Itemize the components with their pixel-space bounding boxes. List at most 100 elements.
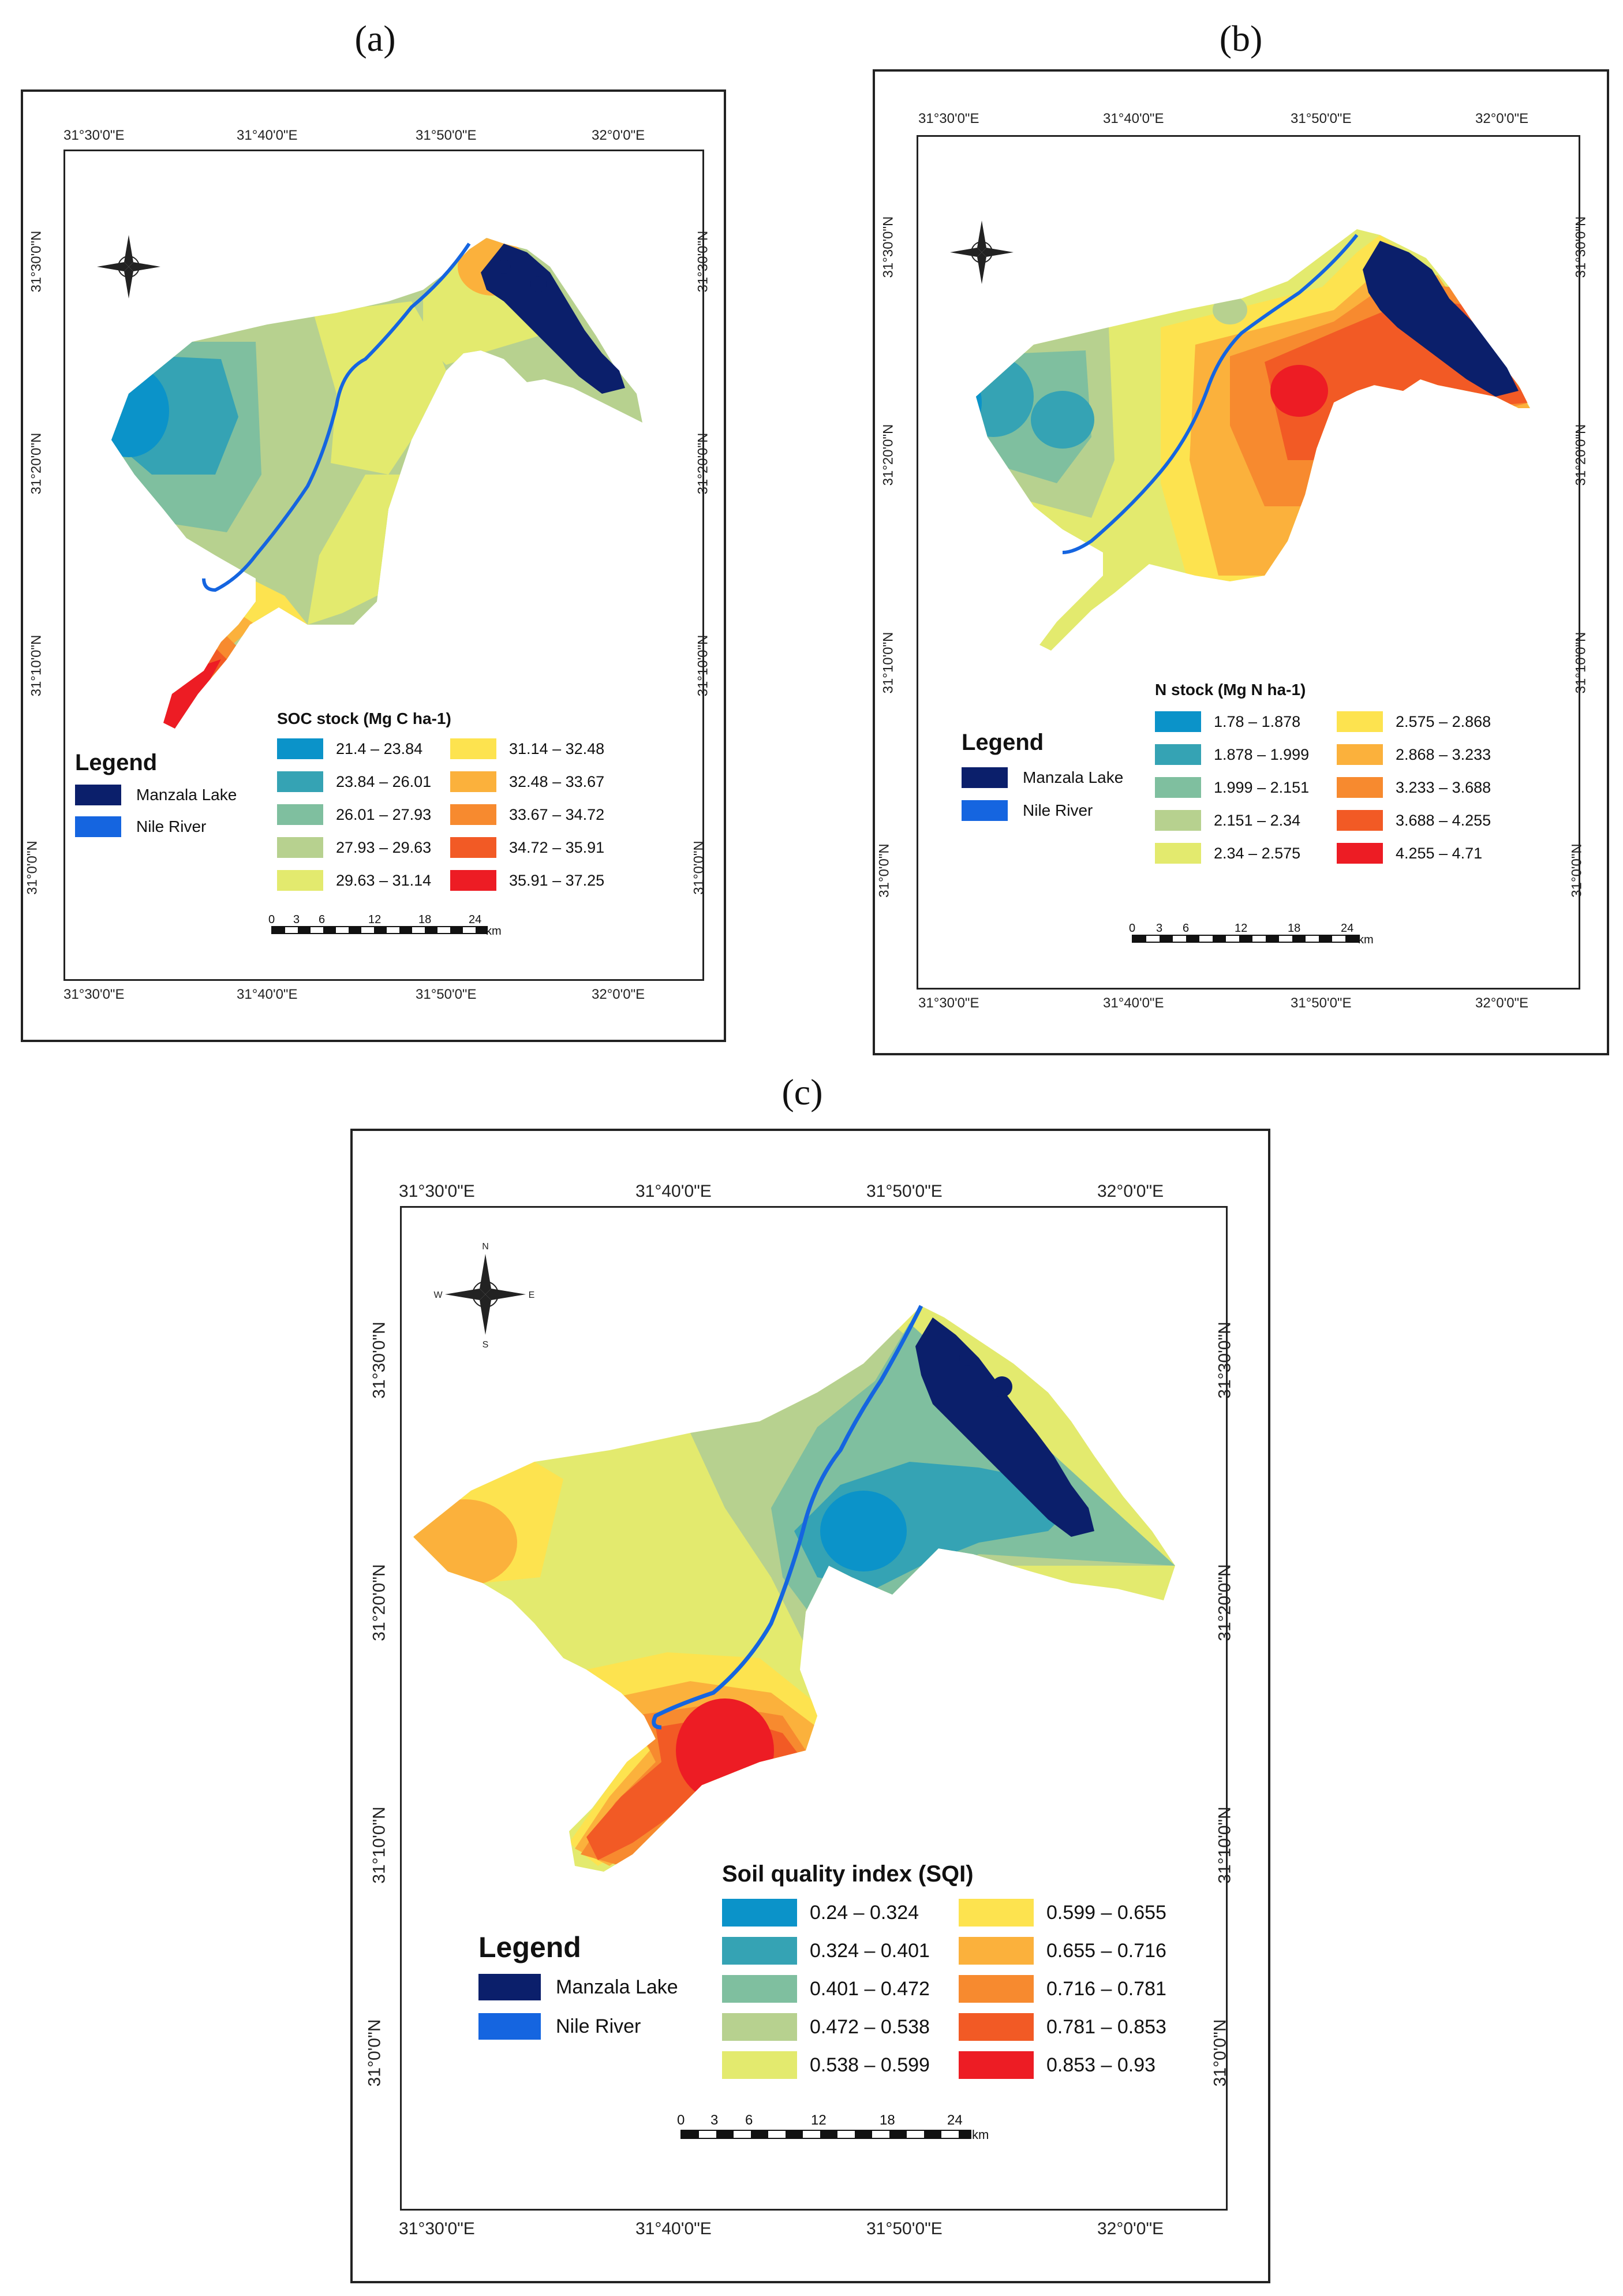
c-top-lon-1: 31°30'0"E [399, 1182, 475, 1201]
b-class-2: 1.878 – 1.999 [1155, 744, 1309, 765]
compass-icon [97, 235, 160, 298]
b-legend-lake: Manzala Lake [962, 767, 1123, 788]
c-class-3: 0.401 – 0.472 [722, 1975, 930, 2003]
panel-c-map-frame: N E S W [400, 1206, 1228, 2211]
a-legend-lake: Manzala Lake [75, 785, 237, 805]
a-lat-left-1: 31°30'0"N [28, 230, 44, 293]
b-lat-left-3: 31°10'0"N [880, 632, 896, 694]
b-class-3: 1.999 – 2.151 [1155, 777, 1309, 798]
c-class-7: 0.655 – 0.716 [959, 1937, 1166, 1965]
b-bottom-lon-1: 31°30'0"E [918, 995, 979, 1011]
compass-icon [950, 221, 1014, 284]
a-lat-left-4: 31°0'0"N [24, 841, 40, 895]
c-class-9: 0.781 – 0.853 [959, 2013, 1166, 2041]
b-scale-bar: 0 3 6 12 18 24 km [1129, 922, 1374, 946]
a-class-3: 26.01 – 27.93 [277, 804, 431, 825]
b-class-6: 2.575 – 2.868 [1337, 711, 1491, 732]
a-lat-right-3: 31°10'0"N [695, 634, 711, 697]
b-top-lon-4: 32°0'0"E [1475, 111, 1529, 126]
c-legend-lake: Manzala Lake [478, 1974, 678, 2000]
a-bottom-lon-3: 31°50'0"E [416, 987, 477, 1002]
c-bottom-lon-2: 31°40'0"E [635, 2219, 712, 2238]
c-lat-right-1: 31°30'0"N [1215, 1321, 1235, 1399]
a-class-2: 23.84 – 26.01 [277, 771, 431, 792]
a-class-10: 35.91 – 37.25 [450, 870, 604, 891]
b-class-1: 1.78 – 1.878 [1155, 711, 1300, 732]
b-lat-right-2: 31°20'0"N [1573, 424, 1589, 486]
a-legend-river: Nile River [75, 816, 206, 837]
panel-b-frame: 31°30'0"E 31°40'0"E 31°50'0"E 32°0'0"E 3… [873, 69, 1609, 1055]
a-class-8: 33.67 – 34.72 [450, 804, 604, 825]
b-lat-left-4: 31°0'0"N [876, 843, 892, 898]
c-class-8: 0.716 – 0.781 [959, 1975, 1166, 2003]
b-class-4: 2.151 – 2.34 [1155, 810, 1300, 831]
b-class-7: 2.868 – 3.233 [1337, 744, 1491, 765]
b-class-9: 3.688 – 4.255 [1337, 810, 1491, 831]
panel-b-map-frame [917, 135, 1580, 990]
panel-c-frame: N E S W 31°30'0"E 31°40'0"E 31°50'0"E 32… [350, 1129, 1270, 2283]
c-lat-left-2: 31°20'0"N [369, 1564, 389, 1641]
a-lat-right-1: 31°30'0"N [695, 230, 711, 293]
panel-a-label: (a) [354, 18, 396, 59]
compass-n: N [482, 1242, 489, 1252]
c-top-lon-4: 32°0'0"E [1097, 1182, 1164, 1201]
b-top-lon-1: 31°30'0"E [918, 111, 979, 126]
c-class-6: 0.599 – 0.655 [959, 1899, 1166, 1927]
c-lat-right-4: 31°0'0"N [1210, 2019, 1230, 2087]
c-class-1: 0.24 – 0.324 [722, 1899, 919, 1927]
c-class-2: 0.324 – 0.401 [722, 1937, 930, 1965]
panel-c-map: N E S W [413, 1242, 1175, 1872]
a-bottom-lon-1: 31°30'0"E [63, 987, 125, 1002]
b-bottom-lon-2: 31°40'0"E [1103, 995, 1164, 1011]
a-class-4: 27.93 – 29.63 [277, 837, 431, 858]
c-class-5: 0.538 – 0.599 [722, 2051, 930, 2079]
b-class-10: 4.255 – 4.71 [1337, 843, 1482, 864]
c-top-lon-2: 31°40'0"E [635, 1182, 712, 1201]
a-bottom-lon-4: 32°0'0"E [592, 987, 645, 1002]
c-legend-title: Legend [478, 1931, 581, 1963]
b-lat-right-1: 31°30'0"N [1573, 216, 1589, 278]
panel-a-frame: 31°30'0"E 31°40'0"E 31°50'0"E 32°0'0"E 3… [21, 89, 726, 1042]
c-scale-bar: 0 3 6 12 18 24 km [677, 2112, 989, 2142]
b-top-lon-3: 31°50'0"E [1291, 111, 1352, 126]
a-class-9: 34.72 – 35.91 [450, 837, 604, 858]
b-top-lon-2: 31°40'0"E [1103, 111, 1164, 126]
c-lat-right-2: 31°20'0"N [1215, 1564, 1235, 1641]
c-lat-right-3: 31°10'0"N [1215, 1806, 1235, 1884]
b-lat-right-3: 31°10'0"N [1573, 632, 1589, 694]
a-class-title: SOC stock (Mg C ha-1) [277, 710, 451, 727]
compass-w: W [433, 1290, 443, 1300]
b-lat-left-2: 31°20'0"N [880, 424, 896, 486]
a-legend-title: Legend [75, 750, 158, 775]
b-class-8: 3.233 – 3.688 [1337, 777, 1491, 798]
panel-c-label: (c) [781, 1072, 823, 1112]
a-scale-bar: 0 3 6 12 18 24 km [268, 913, 502, 938]
compass-icon: N E S W [433, 1242, 534, 1350]
b-legend-title: Legend [962, 730, 1044, 755]
b-lat-right-4: 31°0'0"N [1569, 843, 1585, 898]
a-top-lon-2: 31°40'0"E [237, 128, 298, 143]
b-bottom-lon-4: 32°0'0"E [1475, 995, 1529, 1011]
b-lat-left-1: 31°30'0"N [880, 216, 896, 278]
a-class-6: 31.14 – 32.48 [450, 738, 604, 759]
panel-a-map-frame [63, 150, 704, 981]
a-class-5: 29.63 – 31.14 [277, 870, 431, 891]
compass-e: E [529, 1290, 535, 1300]
a-top-lon-1: 31°30'0"E [63, 128, 125, 143]
c-bottom-lon-3: 31°50'0"E [866, 2219, 943, 2238]
b-class-5: 2.34 – 2.575 [1155, 843, 1300, 864]
b-bottom-lon-3: 31°50'0"E [1291, 995, 1352, 1011]
panel-b-label: (b) [1219, 18, 1263, 59]
panel-a-map [97, 235, 642, 729]
c-bottom-lon-1: 31°30'0"E [399, 2219, 475, 2238]
c-lat-left-4: 31°0'0"N [365, 2019, 384, 2087]
c-class-4: 0.472 – 0.538 [722, 2013, 930, 2041]
c-lat-left-3: 31°10'0"N [369, 1806, 389, 1884]
a-lat-right-4: 31°0'0"N [691, 841, 707, 895]
a-top-lon-4: 32°0'0"E [592, 128, 645, 143]
river-swatch [75, 816, 121, 837]
c-class-10: 0.853 – 0.93 [959, 2051, 1155, 2079]
c-top-lon-3: 31°50'0"E [866, 1182, 943, 1201]
b-legend-river: Nile River [962, 800, 1093, 821]
c-lat-left-1: 31°30'0"N [369, 1321, 389, 1399]
